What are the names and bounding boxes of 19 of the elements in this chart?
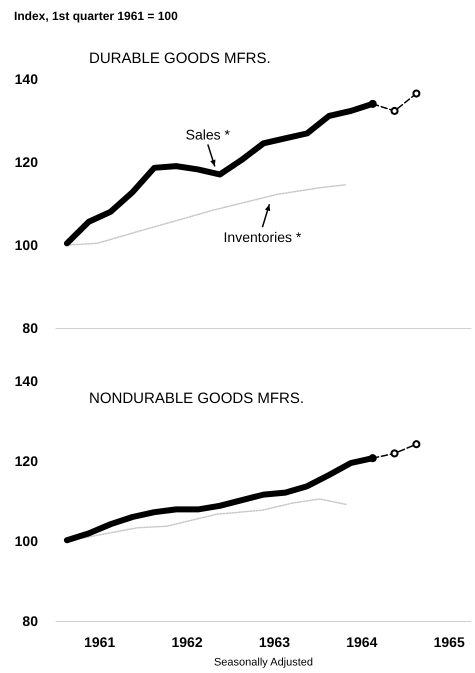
x-tick-label: 1961 bbox=[84, 634, 116, 650]
y-tick-label: 80 bbox=[22, 320, 38, 336]
y-tick-label: 100 bbox=[14, 237, 38, 253]
x-tick-label: 1962 bbox=[171, 634, 203, 650]
x-tick-label: 1963 bbox=[258, 634, 290, 650]
x-tick-label: 1965 bbox=[434, 634, 465, 650]
annotation: Inventories * bbox=[224, 229, 302, 246]
x-axis-title: Seasonally Adjusted bbox=[214, 656, 314, 668]
y-tick-label: 120 bbox=[14, 154, 38, 170]
annotation: Sales * bbox=[186, 126, 231, 142]
y-tick-label: 80 bbox=[22, 613, 38, 629]
y-tick-label: 100 bbox=[14, 533, 38, 549]
y-tick-label: 140 bbox=[14, 71, 38, 87]
y-axis-title: Index, 1st quarter 1961 = 100 bbox=[14, 9, 178, 23]
x-tick-label: 1964 bbox=[346, 634, 378, 650]
chart-title: DURABLE GOODS MFRS. bbox=[89, 50, 271, 67]
text: NONDURABLE GOODS MFRS. bbox=[89, 390, 304, 407]
y-tick-label: 140 bbox=[14, 373, 38, 389]
y-tick-label: 120 bbox=[14, 453, 38, 469]
